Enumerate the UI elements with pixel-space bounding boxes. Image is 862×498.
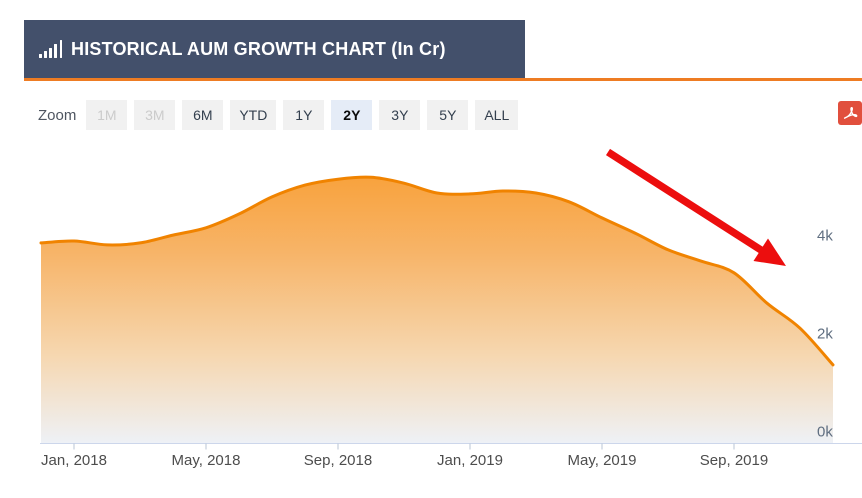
y-tick-label: 0k	[817, 423, 833, 441]
bar-chart-icon	[39, 40, 62, 58]
zoom-button-group: 1M 3M 6M YTD 1Y 2Y 3Y 5Y ALL	[86, 100, 519, 130]
zoom-button-5y[interactable]: 5Y	[427, 100, 469, 130]
y-tick-label: 4k	[817, 227, 833, 245]
zoom-button-1y[interactable]: 1Y	[283, 100, 325, 130]
x-tick-label: May, 2019	[567, 452, 637, 469]
zoom-button-2y[interactable]: 2Y	[331, 100, 373, 130]
chart-header: HISTORICAL AUM GROWTH CHART (In Cr)	[24, 20, 525, 78]
zoom-button-3y[interactable]: 3Y	[379, 100, 421, 130]
x-axis-ticks	[73, 443, 735, 450]
x-tick-label: Jan, 2019	[437, 452, 503, 469]
aum-line	[39, 175, 835, 367]
aum-area-series[interactable]	[41, 177, 833, 443]
x-tick-label: Sep, 2019	[699, 452, 769, 469]
zoom-button-all[interactable]: ALL	[475, 100, 519, 130]
pdf-export-button[interactable]	[838, 101, 862, 125]
x-tick-label: May, 2018	[171, 452, 241, 469]
zoom-button-6m[interactable]: 6M	[182, 100, 224, 130]
zoom-button-ytd[interactable]: YTD	[230, 100, 277, 130]
pdf-export-icon	[843, 106, 858, 119]
chart-title: HISTORICAL AUM GROWTH CHART (In Cr)	[71, 38, 446, 59]
y-tick-label: 2k	[817, 325, 833, 343]
x-tick-label: Sep, 2018	[303, 452, 373, 469]
trend-arrow	[605, 148, 786, 266]
range-toolbar: Zoom 1M 3M 6M YTD 1Y 2Y 3Y 5Y ALL	[38, 100, 519, 130]
x-tick-label: Jan, 2018	[41, 452, 107, 469]
zoom-label: Zoom	[38, 106, 77, 124]
header-underline	[24, 78, 862, 81]
zoom-button-1m: 1M	[86, 100, 128, 130]
zoom-button-3m: 3M	[134, 100, 176, 130]
